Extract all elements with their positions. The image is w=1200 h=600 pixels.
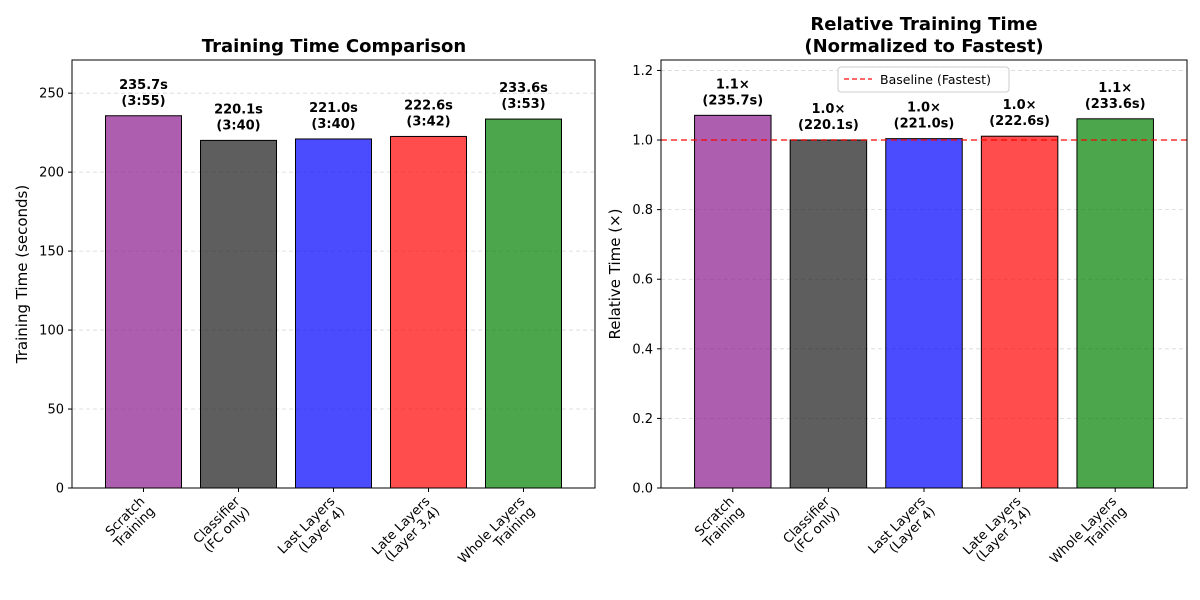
legend-box [837, 66, 1010, 93]
x-tick-label: ScratchTraining [101, 494, 158, 551]
data-label-value: 1.0× [1003, 98, 1037, 113]
data-label-value: 1.1× [716, 77, 750, 92]
data-label-value: 235.7s [119, 78, 168, 93]
data-label-detail: (3:53) [501, 97, 545, 112]
x-tick-label: Whole LayersTraining [456, 494, 539, 577]
data-label-value: 220.1s [214, 102, 263, 117]
y-tick-label: 1.0 [632, 134, 653, 149]
y-ticks: 0 50 100 150 200 250 [39, 87, 72, 497]
x-tick-label: Late Layers(Layer 3,4) [369, 494, 443, 568]
x-ticks: ScratchTraining Classifier(FC only) Last L… [101, 488, 539, 577]
y-tick-label: 0.2 [632, 412, 653, 427]
y-tick-label: 0.0 [632, 482, 653, 497]
bar [885, 138, 963, 489]
bar [980, 135, 1059, 489]
data-label-detail: (233.6s) [1085, 97, 1146, 112]
y-tick-label: 0 [56, 482, 64, 497]
x-tick-label: Whole LayersTraining [1047, 494, 1130, 577]
data-labels: 235.7s(3:55)220.1s(3:40)221.0s(3:40)222.… [119, 78, 548, 134]
y-tick-label: 200 [39, 166, 64, 181]
bar [390, 135, 467, 489]
data-labels: 1.1×(235.7s)1.0×(220.1s)1.0×(221.0s)1.0×… [702, 77, 1145, 133]
data-label-value: 221.0s [309, 101, 358, 116]
y-tick-label: 0.8 [632, 203, 653, 218]
chart-title-line-2: (Normalized to Fastest) [804, 36, 1043, 57]
x-tick-label: Classifier(FC only) [191, 494, 254, 557]
bar [105, 115, 182, 489]
relative-time-chart: Relative Training Time (Normalized to Fa… [606, 14, 1188, 577]
bar [1076, 118, 1154, 489]
y-ticks: 0.0 0.2 0.4 0.6 0.8 1.0 1.2 [632, 64, 661, 497]
x-ticks: ScratchTraining Classifier(FC only) Last L… [690, 488, 1130, 577]
y-tick-label: 1.2 [632, 64, 653, 79]
data-label-value: 222.6s [404, 98, 453, 113]
x-tick-label: ScratchTraining [690, 494, 747, 551]
y-tick-label: 100 [39, 324, 64, 339]
chart-title: Training Time Comparison [202, 36, 466, 57]
x-tick-label: Last Layers(Layer 4) [866, 494, 939, 567]
data-label-value: 233.6s [499, 81, 548, 96]
y-tick-label: 0.6 [632, 273, 653, 288]
y-tick-label: 150 [39, 245, 64, 260]
y-tick-label: 0.4 [632, 342, 653, 357]
bar [200, 139, 277, 489]
bars [105, 115, 562, 489]
bar [694, 114, 772, 489]
training-time-chart: Training Time Comparison Training Time (… [13, 36, 596, 577]
legend: Baseline (Fastest) [837, 66, 1010, 93]
data-label-detail: (3:40) [216, 118, 260, 133]
data-label-detail: (3:40) [311, 117, 355, 132]
data-label-detail: (3:42) [406, 114, 450, 129]
bar [789, 139, 868, 489]
legend-label: Baseline (Fastest) [880, 72, 991, 87]
data-label-detail: (222.6s) [989, 114, 1050, 129]
data-label-detail: (221.0s) [894, 117, 955, 132]
data-label-detail: (220.1s) [798, 118, 859, 133]
bar [485, 118, 562, 489]
x-tick-label: Last Layers(Layer 4) [275, 494, 348, 567]
x-tick-label: Late Layers(Layer 3,4) [960, 494, 1034, 568]
data-label-value: 1.0× [907, 101, 941, 116]
y-axis-label: Training Time (seconds) [13, 185, 31, 364]
bar [295, 138, 372, 489]
y-tick-label: 250 [39, 87, 64, 102]
data-label-value: 1.0× [811, 102, 845, 117]
data-label-value: 1.1× [1098, 81, 1132, 96]
bars [694, 114, 1154, 489]
data-label-detail: (235.7s) [702, 93, 763, 108]
x-tick-label: Classifier(FC only) [781, 494, 844, 557]
data-label-detail: (3:55) [121, 94, 165, 109]
y-axis-label: Relative Time (×) [606, 208, 624, 339]
y-tick-label: 50 [47, 403, 64, 418]
chart-title-line-1: Relative Training Time [810, 14, 1037, 35]
